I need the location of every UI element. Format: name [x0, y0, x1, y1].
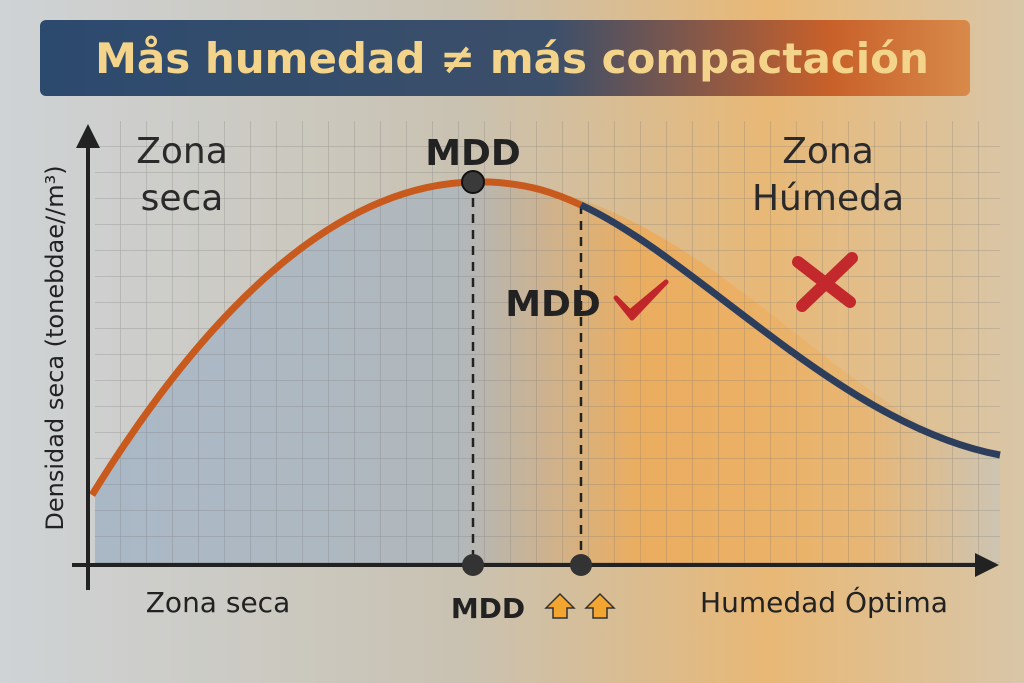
curve-dry — [89, 178, 583, 497]
x-mark — [792, 252, 858, 312]
curve-wet — [579, 201, 1001, 459]
check-mark — [613, 279, 669, 321]
title-band — [40, 20, 970, 96]
zone-label: Zona — [782, 131, 874, 172]
zone-label: Zona — [136, 131, 228, 172]
peak-label: MDD — [425, 133, 521, 174]
x-arrow — [975, 553, 999, 577]
middle-label: MDD — [505, 284, 601, 325]
x-label: Humedad Óptima — [700, 585, 948, 619]
zone-label: seca — [141, 178, 224, 219]
up-arrow — [544, 592, 576, 619]
x-label: MDD — [451, 592, 525, 625]
up-arrow — [584, 592, 616, 619]
y-axis-label: Densidad seca (tonebdae//m³) — [41, 165, 69, 530]
axis-dot — [570, 554, 592, 576]
zone-label: Húmeda — [752, 178, 904, 219]
x-label: Zona seca — [146, 586, 290, 619]
peak-dot — [461, 170, 485, 194]
y-arrow — [76, 124, 100, 148]
axis-dot — [462, 554, 484, 576]
title: Mås humedad ≠ más compactación — [95, 34, 929, 83]
